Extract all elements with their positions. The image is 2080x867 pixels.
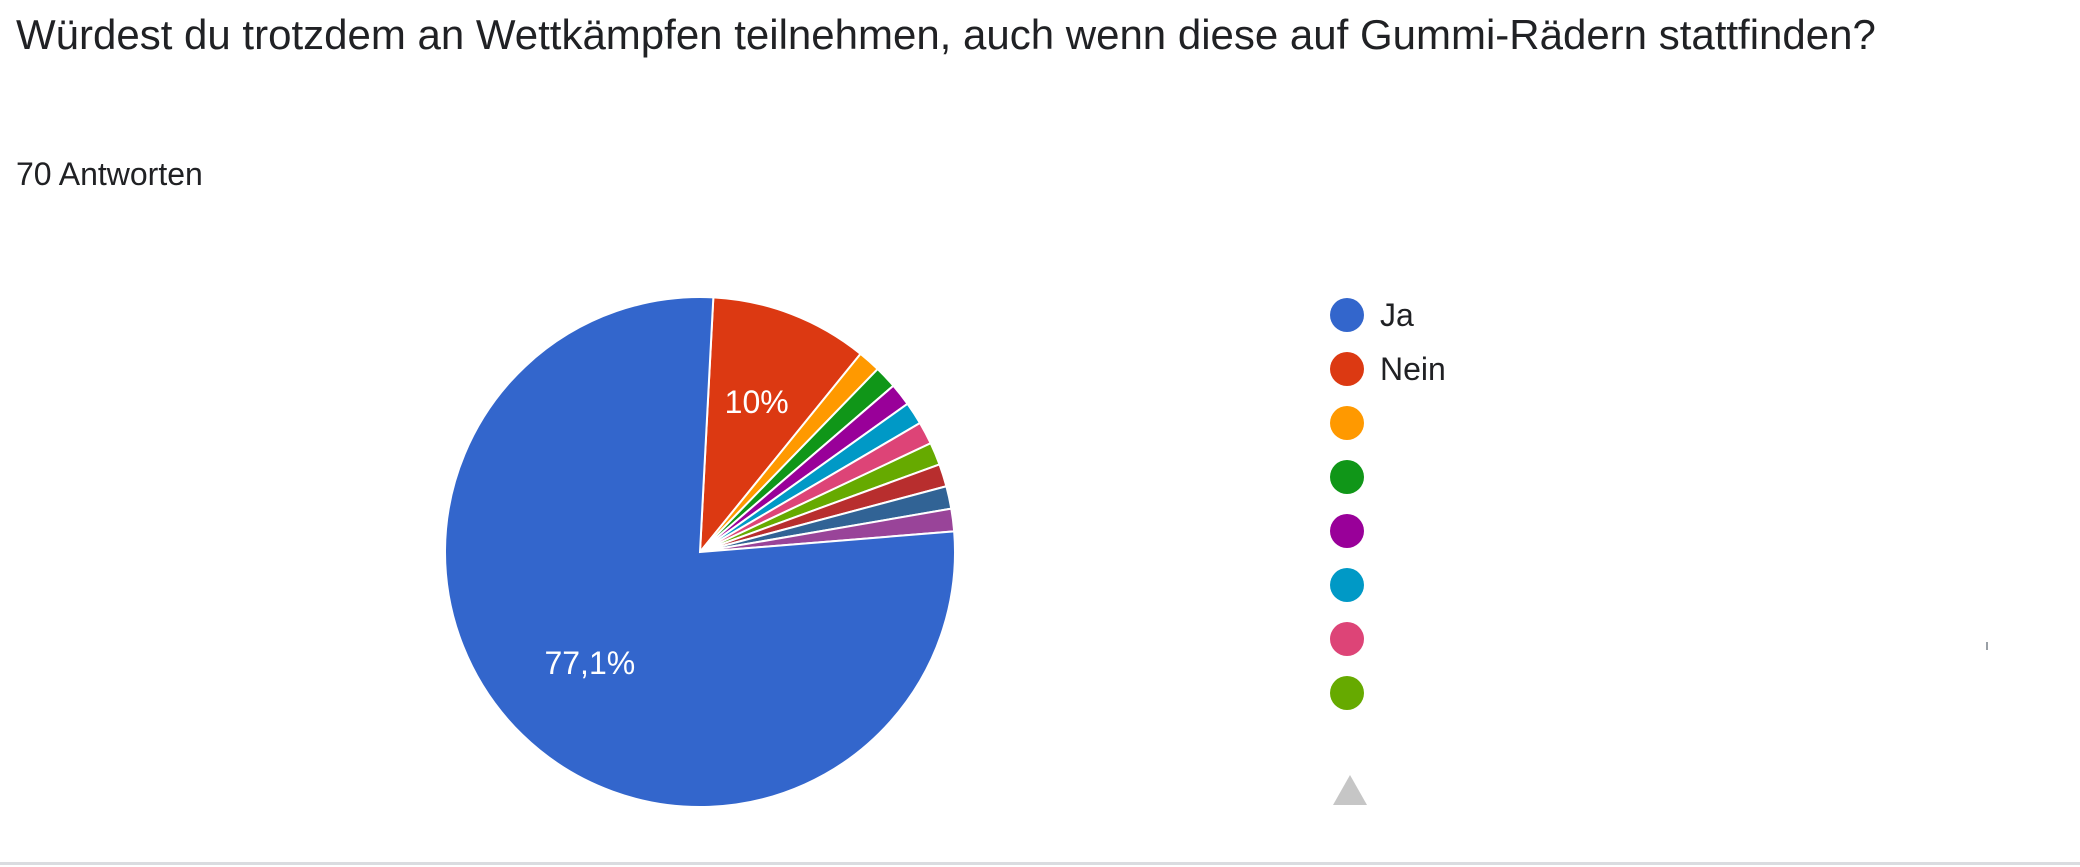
- legend-swatch: [1330, 622, 1364, 656]
- legend-swatch: [1330, 352, 1364, 386]
- bottom-divider: [0, 862, 2080, 865]
- legend-label: Ja: [1380, 297, 1414, 333]
- legend-swatch: [1330, 406, 1364, 440]
- legend-item[interactable]: Ja: [1330, 288, 1446, 342]
- legend-item[interactable]: [1330, 504, 1446, 558]
- legend-item[interactable]: [1330, 666, 1446, 720]
- legend-swatch: [1330, 514, 1364, 548]
- legend-swatch: [1330, 298, 1364, 332]
- pie-slice-ja[interactable]: [444, 295, 956, 808]
- legend-item[interactable]: [1330, 396, 1446, 450]
- slice-label-ja: 77,1%: [544, 645, 635, 681]
- question-title: Würdest du trotzdem an Wettkämpfen teiln…: [16, 11, 1876, 58]
- legend-page-up-icon[interactable]: [1333, 775, 1367, 805]
- pie-slices: [444, 295, 956, 808]
- legend-item[interactable]: [1330, 450, 1446, 504]
- stray-mark: [1986, 642, 1988, 650]
- legend-swatch: [1330, 676, 1364, 710]
- pie-slice-labels: 10% 77,1%: [544, 384, 788, 681]
- response-count: 70 Antworten: [16, 156, 203, 192]
- legend-swatch: [1330, 460, 1364, 494]
- chart-legend: Ja Nein: [1330, 288, 1446, 720]
- legend-swatch: [1330, 568, 1364, 602]
- pie-slice-nein[interactable]: [698, 296, 862, 556]
- legend-item[interactable]: [1330, 558, 1446, 612]
- slice-label-nein: 10%: [725, 384, 789, 420]
- legend-item[interactable]: [1330, 612, 1446, 666]
- legend-item[interactable]: Nein: [1330, 342, 1446, 396]
- legend-label: Nein: [1380, 351, 1446, 387]
